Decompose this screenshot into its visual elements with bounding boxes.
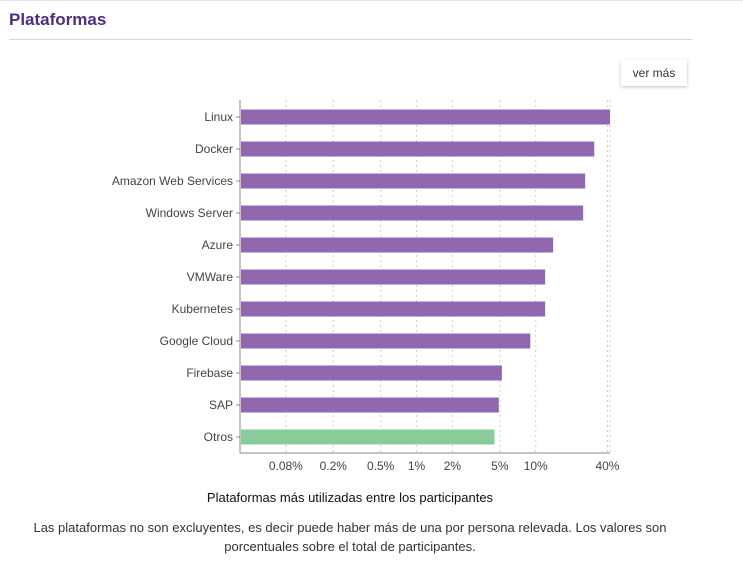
bar-vmware <box>241 269 546 285</box>
category-label: Linux <box>204 110 233 124</box>
chart-bars <box>241 109 610 445</box>
see-more-button[interactable]: ver más <box>621 60 687 86</box>
bar-linux <box>241 109 610 125</box>
x-tick-label: 1% <box>408 459 426 473</box>
top-divider <box>0 0 743 1</box>
platforms-bar-chart: 0.08% 0.2% 0.5% 1% 2% 5% 10% 40% Linux Docker Amaz… <box>112 100 620 473</box>
bar-docker <box>241 141 595 157</box>
chart-axes: 0.08% 0.2% 0.5% 1% 2% 5% 10% 40% Linux Docker Amaz… <box>112 100 620 473</box>
bar-azure <box>241 237 554 253</box>
category-label: Azure <box>202 238 234 252</box>
chart-footnote: Las plataformas no son excluyentes, es d… <box>33 520 667 554</box>
x-tick-label: 40% <box>595 459 619 473</box>
bar-firebase <box>241 365 502 381</box>
category-label: Amazon Web Services <box>112 174 233 188</box>
category-label: VMWare <box>187 270 234 284</box>
x-tick-label: 0.08% <box>269 459 303 473</box>
category-label: Windows Server <box>146 206 233 220</box>
x-tick-label: 0.5% <box>367 459 395 473</box>
x-tick-label: 0.2% <box>320 459 348 473</box>
category-label: Otros <box>204 430 233 444</box>
category-label: Google Cloud <box>160 334 233 348</box>
x-tick-label: 2% <box>444 459 462 473</box>
section-title: Plataformas <box>9 10 107 29</box>
bar-amazon-web-services <box>241 173 586 189</box>
bar-sap <box>241 397 499 413</box>
bar-otros <box>241 429 495 445</box>
category-label: SAP <box>209 398 233 412</box>
category-label: Docker <box>195 142 233 156</box>
x-tick-label: 10% <box>524 459 548 473</box>
x-tick-label: 5% <box>491 459 509 473</box>
chart-title: Plataformas más utilizadas entre los par… <box>206 490 494 505</box>
category-label: Firebase <box>186 366 233 380</box>
title-divider <box>9 39 692 40</box>
bar-google-cloud <box>241 333 531 349</box>
bar-windows-server <box>241 205 584 221</box>
category-label: Kubernetes <box>172 302 233 316</box>
bar-kubernetes <box>241 301 546 317</box>
